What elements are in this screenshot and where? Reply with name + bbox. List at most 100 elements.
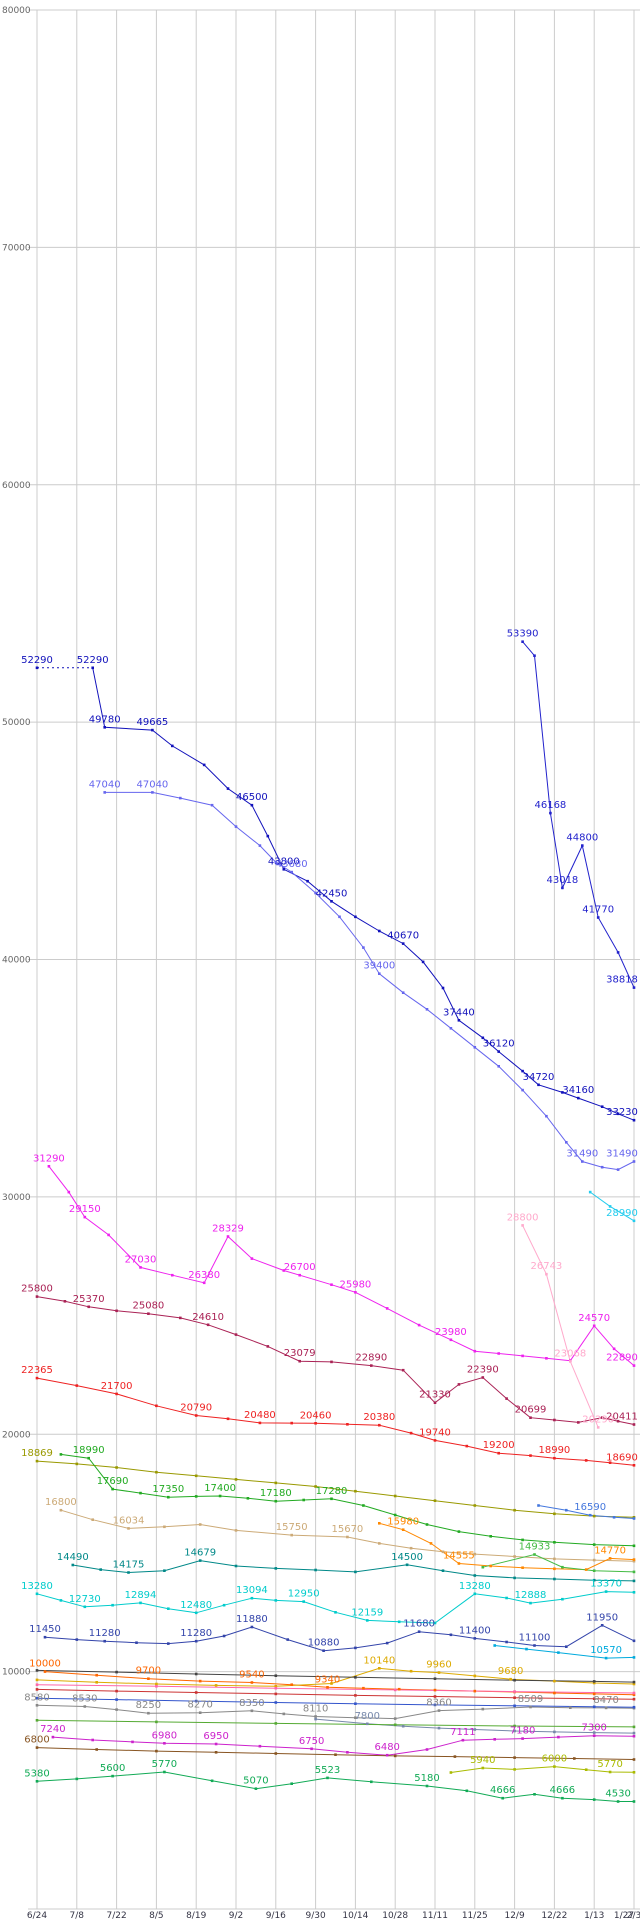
svg-text:40670: 40670 [387,931,419,942]
svg-text:10140: 10140 [363,1655,395,1666]
svg-text:9680: 9680 [498,1666,523,1677]
svg-text:12894: 12894 [125,1590,157,1601]
svg-text:31490: 31490 [606,1149,638,1160]
svg-text:8/5: 8/5 [149,1911,163,1920]
svg-text:80000: 80000 [2,6,31,16]
svg-text:11950: 11950 [586,1612,618,1623]
svg-text:33230: 33230 [606,1107,638,1118]
svg-text:9540: 9540 [239,1670,264,1681]
svg-text:47040: 47040 [89,779,121,790]
svg-text:18990: 18990 [73,1445,105,1456]
svg-text:12888: 12888 [515,1590,547,1601]
svg-text:8/19: 8/19 [186,1911,206,1920]
svg-text:17350: 17350 [152,1484,184,1495]
svg-text:11680: 11680 [403,1619,435,1630]
svg-text:20460: 20460 [300,1410,332,1421]
svg-text:22365: 22365 [21,1365,53,1376]
svg-text:8530: 8530 [72,1694,97,1705]
svg-text:9/2: 9/2 [229,1911,243,1920]
svg-text:26743: 26743 [530,1261,562,1272]
svg-text:11280: 11280 [180,1628,212,1639]
svg-text:7300: 7300 [581,1723,606,1734]
svg-text:18869: 18869 [21,1448,53,1459]
svg-text:14933: 14933 [519,1542,551,1553]
svg-text:9/30: 9/30 [305,1911,325,1920]
svg-text:11400: 11400 [459,1625,491,1636]
svg-text:20699: 20699 [515,1405,547,1416]
svg-text:39400: 39400 [363,961,395,972]
svg-text:17280: 17280 [316,1486,348,1497]
svg-text:12480: 12480 [180,1600,212,1611]
svg-text:20480: 20480 [244,1410,276,1421]
svg-text:21330: 21330 [419,1390,451,1401]
svg-text:13280: 13280 [21,1581,53,1592]
svg-text:14490: 14490 [57,1552,89,1563]
svg-text:1/13: 1/13 [584,1911,604,1920]
svg-text:1/27: 1/27 [614,1911,634,1920]
svg-text:20380: 20380 [363,1412,395,1423]
series-lines [36,641,635,1802]
svg-text:36120: 36120 [483,1039,515,1050]
svg-text:2/3: 2/3 [627,1911,640,1920]
svg-text:26380: 26380 [188,1270,220,1281]
svg-text:6/24: 6/24 [27,1911,47,1920]
svg-text:5070: 5070 [243,1776,268,1787]
svg-text:17690: 17690 [97,1476,129,1487]
x-axis-labels: 6/24 7/8 7/22 8/5 8/19 9/2 9/16 9/30 10/14 10/28 1… [27,1911,640,1920]
svg-text:8470: 8470 [593,1695,618,1706]
svg-text:10570: 10570 [590,1645,622,1656]
svg-text:20790: 20790 [180,1403,212,1414]
svg-text:8580: 8580 [24,1692,49,1703]
svg-text:25980: 25980 [339,1279,371,1290]
svg-text:6980: 6980 [152,1730,177,1741]
svg-text:4666: 4666 [490,1785,515,1796]
svg-text:8509: 8509 [518,1694,543,1705]
svg-text:38818: 38818 [606,975,638,986]
svg-text:12950: 12950 [288,1589,320,1600]
svg-text:25080: 25080 [132,1301,164,1312]
svg-text:16800: 16800 [45,1497,77,1508]
svg-text:23079: 23079 [284,1348,316,1359]
svg-text:10000: 10000 [2,1668,31,1678]
svg-text:31490: 31490 [566,1149,598,1160]
svg-text:70000: 70000 [2,243,31,253]
svg-text:60000: 60000 [2,481,31,491]
svg-text:5770: 5770 [152,1759,177,1770]
svg-text:46500: 46500 [236,792,268,803]
svg-text:17180: 17180 [260,1488,292,1499]
svg-text:14679: 14679 [184,1548,216,1559]
svg-text:22890: 22890 [606,1353,638,1364]
svg-text:11/11: 11/11 [422,1911,448,1920]
svg-text:23068: 23068 [554,1348,586,1359]
svg-text:7180: 7180 [510,1726,535,1737]
svg-text:40000: 40000 [2,956,31,966]
svg-text:8250: 8250 [136,1700,161,1711]
svg-text:9340: 9340 [315,1674,340,1685]
gridlines [28,9,640,1910]
svg-text:5180: 5180 [414,1773,439,1784]
svg-text:53390: 53390 [507,629,539,640]
svg-text:28800: 28800 [507,1212,539,1223]
svg-text:20000: 20000 [2,1430,31,1440]
svg-text:13094: 13094 [236,1585,268,1596]
svg-text:5940: 5940 [470,1755,495,1766]
svg-text:11450: 11450 [29,1624,61,1635]
svg-text:11280: 11280 [89,1628,121,1639]
svg-text:10/14: 10/14 [342,1911,368,1920]
svg-text:8360: 8360 [426,1698,451,1709]
svg-text:11100: 11100 [519,1633,551,1644]
svg-text:6800: 6800 [24,1735,49,1746]
svg-text:47040: 47040 [136,779,168,790]
svg-text:10000: 10000 [29,1659,61,1670]
svg-text:7/8: 7/8 [70,1911,85,1920]
svg-text:50000: 50000 [2,718,31,728]
svg-text:43680: 43680 [276,859,308,870]
svg-text:34720: 34720 [523,1072,555,1083]
svg-text:43018: 43018 [546,875,578,886]
svg-text:8350: 8350 [239,1698,264,1709]
svg-text:16034: 16034 [113,1515,145,1526]
y-axis-labels: 80000 70000 60000 50000 40000 30000 20000 10000 [2,6,31,1678]
svg-text:24610: 24610 [192,1312,224,1323]
svg-text:26700: 26700 [284,1262,316,1273]
